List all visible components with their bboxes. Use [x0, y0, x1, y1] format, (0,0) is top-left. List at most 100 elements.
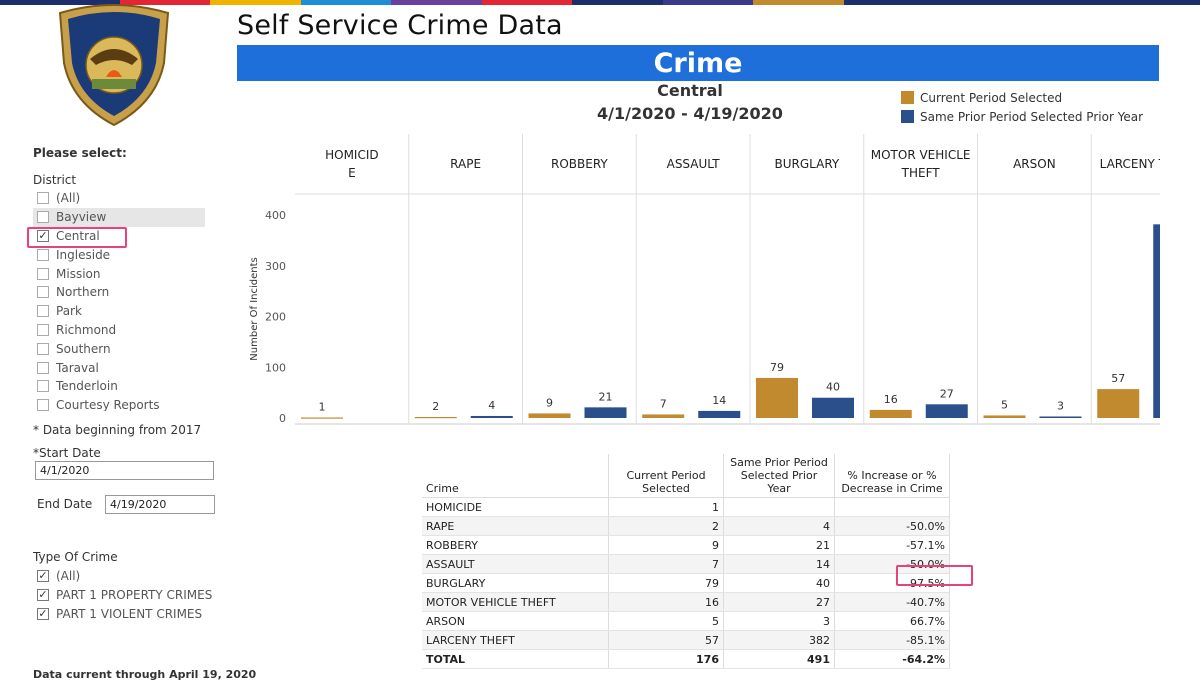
crime-type-option[interactable]: ✓ PART 1 PROPERTY CRIMES — [33, 585, 212, 604]
crime-type-filter-label: Type Of Crime — [33, 550, 118, 564]
table-cell: 5 — [608, 611, 724, 631]
table-cell: 382 — [723, 630, 835, 650]
stripe-segment — [572, 0, 663, 5]
table-cell — [834, 497, 950, 517]
table-cell: 1 — [608, 497, 724, 517]
bar-value-label: 16 — [884, 393, 898, 406]
district-option[interactable]: Tenderloin — [33, 377, 205, 396]
district-option[interactable]: Richmond — [33, 321, 205, 340]
y-tick-label: 400 — [265, 209, 286, 222]
table-header-row: Crime Current Period Selected Same Prior… — [422, 454, 950, 498]
checkbox[interactable]: ✓ — [37, 229, 49, 243]
checkbox[interactable] — [37, 323, 49, 336]
checkbox[interactable]: ✓ — [37, 607, 49, 620]
annotation-highlight-burglary — [896, 565, 973, 586]
district-option[interactable]: Northern — [33, 283, 205, 302]
crime-banner: Crime — [237, 45, 1159, 81]
stripe-segment — [210, 0, 301, 5]
table-total-cell: TOTAL — [422, 649, 609, 669]
district-option-label: Tenderloin — [56, 379, 118, 394]
checkbox[interactable] — [37, 380, 49, 393]
crime-type-option[interactable]: ✓ (All) — [33, 566, 212, 585]
checkbox[interactable] — [37, 361, 49, 374]
table-row: HOMICIDE 1 — [422, 497, 950, 517]
table-cell: 57 — [608, 630, 724, 650]
category-header: RAPE — [450, 157, 481, 171]
district-option[interactable]: Park — [33, 302, 205, 321]
bar-prior — [812, 397, 854, 418]
bar-value-label: 9 — [546, 396, 553, 409]
table-row: ROBBERY 9 21 -57.1% — [422, 535, 950, 555]
district-option[interactable]: Bayview — [33, 207, 205, 227]
district-option[interactable]: Taraval — [33, 358, 205, 377]
checkbox[interactable] — [37, 192, 49, 205]
bar-value-label: 21 — [599, 390, 613, 403]
legend-label-current: Current Period Selected — [920, 90, 1063, 105]
table-row: ASSAULT 7 14 -50.0% — [422, 554, 950, 574]
y-tick-label: 0 — [279, 412, 286, 425]
bar-current — [1097, 389, 1140, 418]
bar-value-label: 4 — [488, 399, 495, 412]
table-row: ARSON 5 3 66.7% — [422, 611, 950, 631]
y-tick-label: 200 — [265, 311, 286, 324]
checkbox[interactable] — [37, 248, 49, 261]
table-cell: HOMICIDE — [422, 497, 609, 517]
district-option-label: (All) — [56, 191, 81, 206]
header-crime: Crime — [422, 454, 609, 498]
legend-item-current: Current Period Selected — [901, 88, 1143, 107]
table-total-row: TOTAL 176 491 -64.2% — [422, 649, 950, 669]
y-tick-label: 100 — [265, 361, 286, 374]
end-date-input[interactable]: 4/19/2020 — [105, 495, 215, 514]
bar-value-label: 3 — [1057, 399, 1064, 412]
district-option[interactable]: ✓ Central — [33, 227, 205, 246]
table-cell: BURGLARY — [422, 573, 609, 593]
header-prior: Same Prior Period Selected Prior Year — [723, 454, 835, 498]
bar-value-label: 2 — [432, 400, 439, 413]
bar-current — [642, 414, 685, 418]
table-body: HOMICIDE 1 RAPE 2 4 -50.0% ROBBERY 9 21 -57.1% ASS… — [422, 497, 950, 669]
checkbox[interactable] — [37, 211, 49, 224]
checkbox[interactable]: ✓ — [37, 588, 49, 601]
crime-type-option[interactable]: ✓ PART 1 VIOLENT CRIMES — [33, 604, 212, 623]
district-option-label: Richmond — [56, 322, 117, 337]
table-cell: -50.0% — [834, 516, 950, 536]
stripe-segment — [391, 0, 482, 5]
table-cell: 16 — [608, 592, 724, 612]
checkbox[interactable] — [37, 305, 49, 318]
district-filter-list[interactable]: (All) Bayview ✓ Central Ingleside Mission Nort… — [33, 189, 205, 411]
start-date-input[interactable]: 4/1/2020 — [35, 461, 214, 480]
legend-swatch-prior — [901, 110, 914, 123]
data-note: * Data beginning from 2017 — [33, 423, 202, 437]
district-option[interactable]: Courtesy Reports — [33, 396, 205, 411]
table-cell: 4 — [723, 516, 835, 536]
stripe-segment — [0, 0, 120, 5]
table-cell: 27 — [723, 592, 835, 612]
district-option[interactable]: Mission — [33, 264, 205, 283]
table-total-cell: 176 — [608, 649, 724, 669]
checkbox[interactable] — [37, 267, 49, 280]
bar-prior — [1153, 224, 1160, 418]
table-cell: -50.0% — [834, 554, 950, 574]
crime-type-filter-list[interactable]: ✓ (All) ✓ PART 1 PROPERTY CRIMES ✓ PART 1 VIO… — [33, 566, 212, 623]
checkbox[interactable] — [37, 399, 49, 411]
category-header: LARCENY THEFT — [1100, 157, 1160, 171]
table-cell: 9 — [608, 535, 724, 555]
district-option[interactable]: Ingleside — [33, 245, 205, 264]
checkbox[interactable] — [37, 286, 49, 299]
crime-type-option-label: (All) — [56, 568, 81, 583]
legend-label-prior: Same Prior Period Selected Prior Year — [920, 109, 1144, 124]
checkbox[interactable]: ✓ — [37, 569, 49, 582]
crime-bar-chart: Number Of Incidents 0 100 200 300 400 HOMICID E… — [235, 130, 1160, 430]
district-option-label: Park — [56, 304, 82, 319]
table-cell: 7 — [608, 554, 724, 574]
district-option-label: Ingleside — [56, 247, 111, 262]
bar-current — [528, 413, 571, 418]
bar-value-label: 27 — [940, 387, 954, 400]
table-cell — [723, 497, 835, 517]
bar-prior — [470, 415, 513, 418]
district-option-label: Bayview — [56, 210, 107, 225]
checkbox[interactable] — [37, 342, 49, 355]
district-filter-label: District — [33, 173, 77, 187]
district-option[interactable]: Southern — [33, 339, 205, 358]
district-option[interactable]: (All) — [33, 189, 205, 208]
